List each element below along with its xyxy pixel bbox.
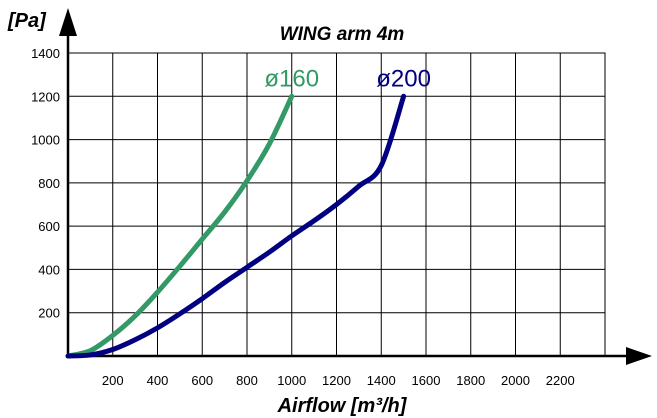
y-tick-label: 1000 [31, 133, 60, 148]
x-tick-label: 2200 [546, 373, 575, 388]
x-axis-arrow [626, 347, 652, 365]
y-axis-title: [Pa] [7, 10, 47, 32]
series-line-1 [65, 93, 295, 359]
x-tick-label: 1400 [367, 373, 396, 388]
x-axis-title: Airflow [m³/h] [277, 395, 408, 417]
y-tick-label: 800 [38, 176, 60, 191]
series-label-2: ø200 [376, 65, 431, 92]
x-axis-tick-labels: 200 400 600 800 1000 1200 1400 1600 1800 2000 2200 [102, 373, 575, 388]
series-line-2 [65, 93, 407, 359]
x-tick-label: 800 [236, 373, 258, 388]
chart-title: WING arm 4m [280, 24, 405, 45]
x-tick-label: 1800 [456, 373, 485, 388]
x-tick-label: 200 [102, 373, 124, 388]
x-tick-label: 1600 [412, 373, 441, 388]
y-tick-label: 200 [38, 306, 60, 321]
x-tick-label: 2000 [501, 373, 530, 388]
x-tick-label: 1200 [322, 373, 351, 388]
y-tick-label: 400 [38, 262, 60, 277]
x-tick-label: 600 [191, 373, 213, 388]
series-label-1: ø160 [264, 65, 319, 92]
y-tick-label: 1400 [31, 46, 60, 61]
y-axis-arrow [59, 8, 77, 36]
x-tick-label: 400 [147, 373, 169, 388]
y-tick-label: 600 [38, 219, 60, 234]
grid [67, 52, 606, 357]
axes [59, 8, 652, 365]
x-tick-label: 1000 [277, 373, 306, 388]
series: ø160 ø200 [65, 65, 431, 359]
y-axis-tick-labels: 200 400 600 800 1000 1200 1400 [31, 46, 60, 321]
y-tick-label: 1200 [31, 89, 60, 104]
